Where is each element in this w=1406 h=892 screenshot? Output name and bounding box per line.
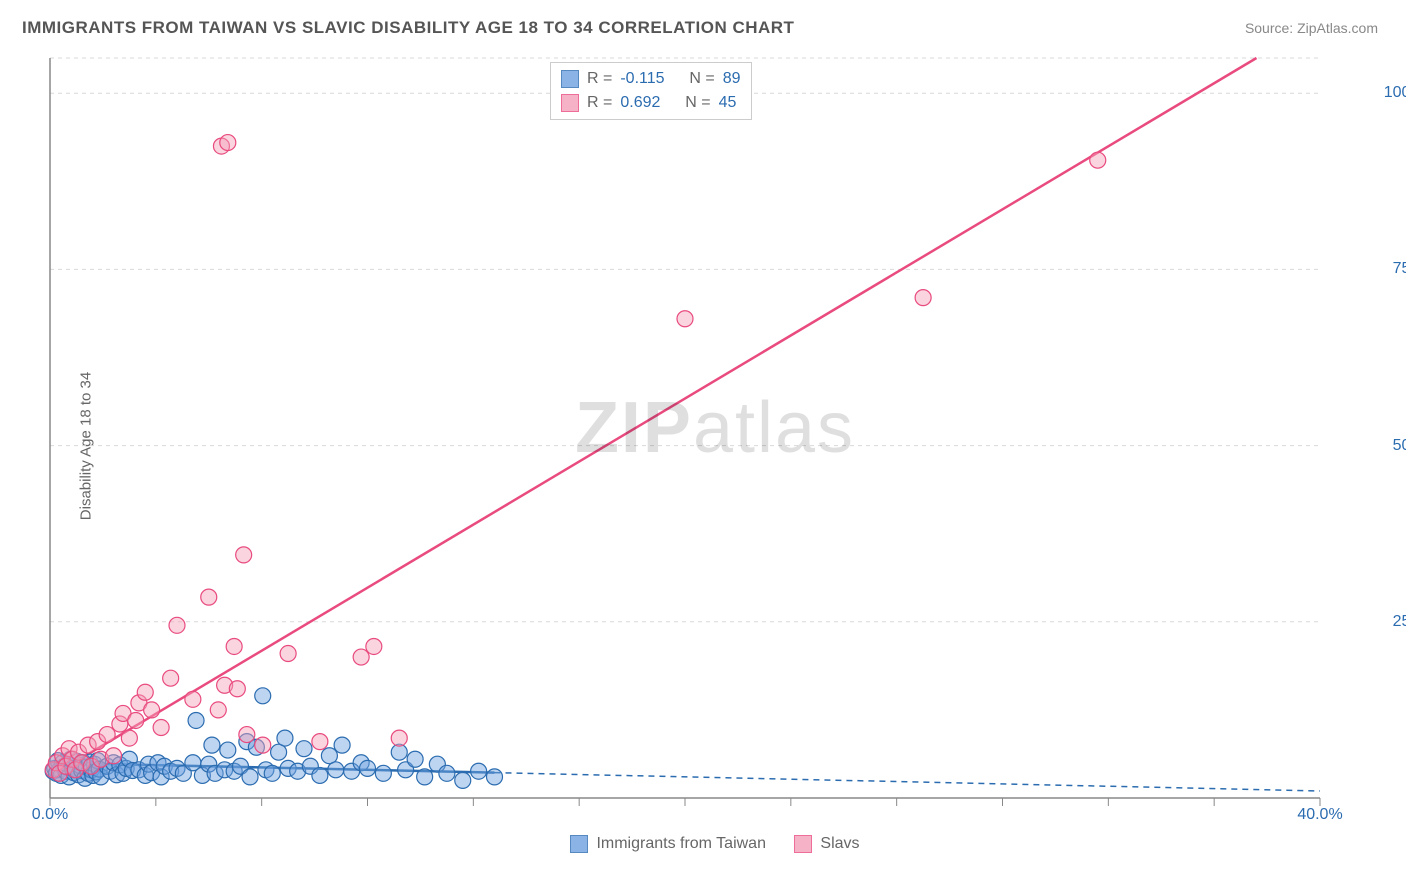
legend-row-slavs: R = 0.692 N = 45: [561, 91, 741, 115]
legend-swatch-icon: [570, 835, 588, 853]
chart-title: IMMIGRANTS FROM TAIWAN VS SLAVIC DISABIL…: [22, 18, 794, 38]
legend-series: Immigrants from Taiwan Slavs: [50, 835, 1380, 858]
legend-swatch-icon: [794, 835, 812, 853]
legend-label: Slavs: [820, 835, 859, 853]
y-tick-label: 50.0%: [1393, 437, 1406, 455]
r-label: R =: [587, 91, 612, 115]
r-value-slavs: 0.692: [620, 91, 660, 115]
y-tick-label: 25.0%: [1393, 613, 1406, 631]
legend-row-taiwan: R = -0.115 N = 89: [561, 67, 741, 91]
plot-area: ZIPatlas R = -0.115 N = 89 R = 0.692 N =…: [50, 58, 1380, 828]
legend-swatch-slavs: [561, 94, 579, 112]
r-label: R =: [587, 67, 612, 91]
n-value-taiwan: 89: [723, 67, 741, 91]
legend-item-taiwan: Immigrants from Taiwan: [570, 835, 766, 853]
y-tick-label: 100.0%: [1384, 84, 1406, 102]
scatter-chart-svg: [50, 58, 1380, 828]
y-tick-label: 75.0%: [1393, 260, 1406, 278]
n-value-slavs: 45: [719, 91, 737, 115]
x-tick-label: 0.0%: [32, 806, 68, 824]
x-tick-container: 0.0%40.0%: [50, 798, 1320, 828]
legend-stats: R = -0.115 N = 89 R = 0.692 N = 45: [550, 62, 752, 120]
n-label: N =: [689, 67, 714, 91]
r-value-taiwan: -0.115: [620, 67, 664, 91]
legend-label: Immigrants from Taiwan: [596, 835, 766, 853]
source-credit: Source: ZipAtlas.com: [1245, 20, 1378, 36]
x-tick-label: 40.0%: [1297, 806, 1342, 824]
n-label: N =: [685, 91, 710, 115]
legend-item-slavs: Slavs: [794, 835, 859, 853]
legend-swatch-taiwan: [561, 70, 579, 88]
